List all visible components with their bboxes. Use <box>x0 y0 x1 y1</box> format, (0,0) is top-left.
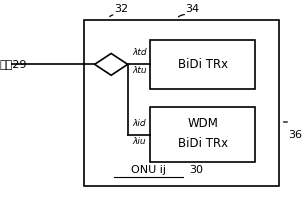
Text: 32: 32 <box>114 4 128 14</box>
Text: 36: 36 <box>289 130 303 140</box>
Text: WDM: WDM <box>187 117 218 130</box>
Text: 30: 30 <box>189 165 203 175</box>
Polygon shape <box>95 53 128 75</box>
Text: BiDi TRx: BiDi TRx <box>178 58 228 71</box>
Text: ONU ij: ONU ij <box>131 165 166 175</box>
Bar <box>150 107 255 162</box>
Text: BiDi TRx: BiDi TRx <box>178 137 228 150</box>
Bar <box>150 40 255 89</box>
Text: 34: 34 <box>186 4 200 14</box>
Text: 来自29: 来自29 <box>0 59 27 69</box>
Text: λid: λid <box>132 119 146 128</box>
Text: λiu: λiu <box>132 137 146 146</box>
Text: λtd: λtd <box>132 49 147 57</box>
Bar <box>84 20 279 186</box>
Text: λtu: λtu <box>132 66 147 75</box>
